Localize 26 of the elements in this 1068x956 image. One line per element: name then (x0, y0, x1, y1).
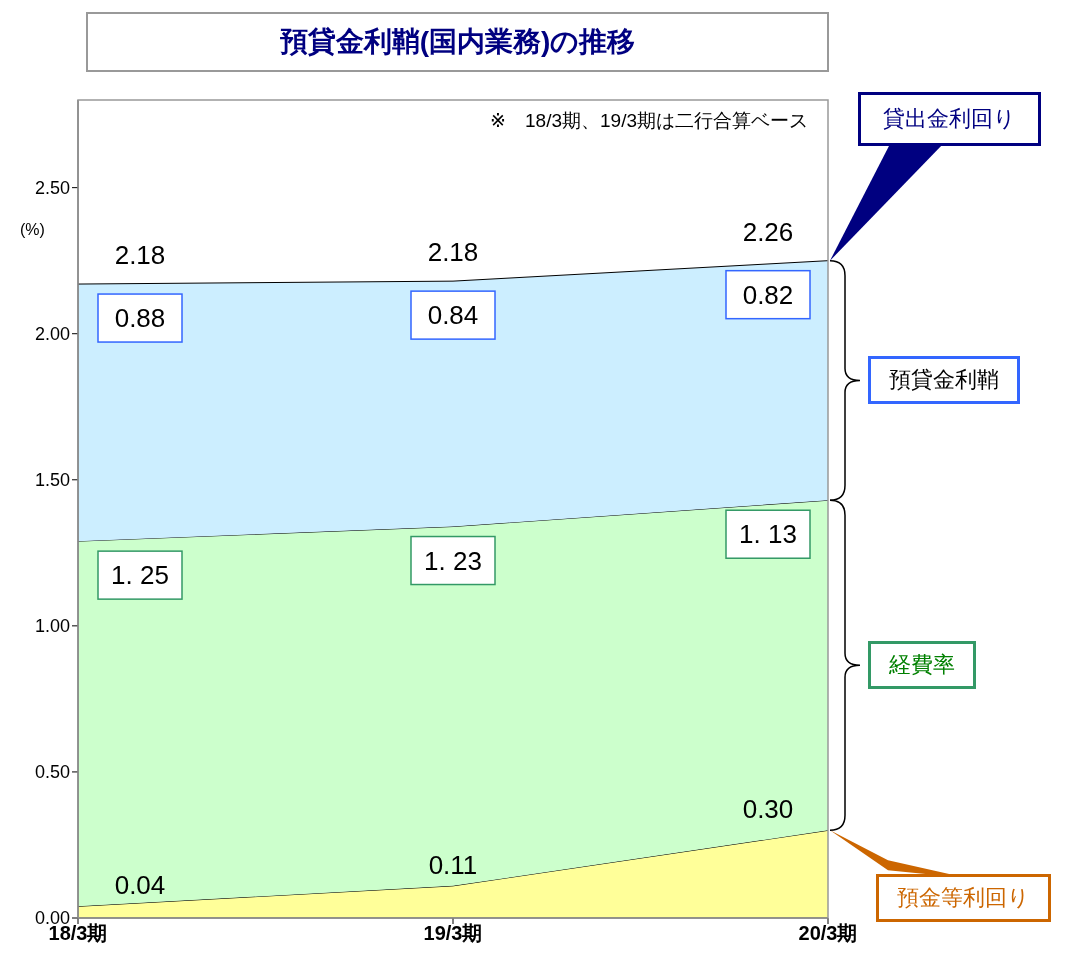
text: 経費率 (868, 641, 976, 690)
y-tick-label: 1.50 (34, 470, 70, 491)
y-tick-label: 2.50 (34, 178, 70, 199)
annotation: ※ 18/3期、19/3期は二行合算ベース (490, 109, 808, 133)
y-tick-label: 1.00 (34, 616, 70, 637)
y-tick-label: 2.00 (34, 324, 70, 345)
x-tick-label: 19/3期 (423, 922, 483, 945)
data-label: 1. 13 (739, 519, 797, 550)
data-label: 1. 23 (424, 545, 482, 576)
text: 貸出金利回り (858, 92, 1041, 146)
data-label: 0.82 (742, 279, 794, 310)
text: 預金等利回り (876, 874, 1051, 923)
data-label: 0.04 (114, 870, 166, 901)
data-label: 0.88 (114, 303, 166, 334)
total-label: 2.26 (742, 216, 794, 247)
total-label: 2.18 (427, 237, 479, 268)
text: 預貸金利鞘 (868, 356, 1020, 405)
chart-title: 預貸金利鞘(国内業務)の推移 (86, 12, 829, 72)
x-tick-label: 20/3期 (798, 922, 858, 945)
data-label: 0.11 (428, 849, 478, 880)
total-label: 2.18 (114, 240, 166, 271)
data-label: 0.84 (427, 300, 479, 331)
y-tick-label: 0.50 (34, 762, 70, 783)
data-label: 0.30 (742, 794, 794, 825)
y-axis-title: (%) (20, 221, 45, 240)
data-label: 1. 25 (111, 560, 169, 591)
